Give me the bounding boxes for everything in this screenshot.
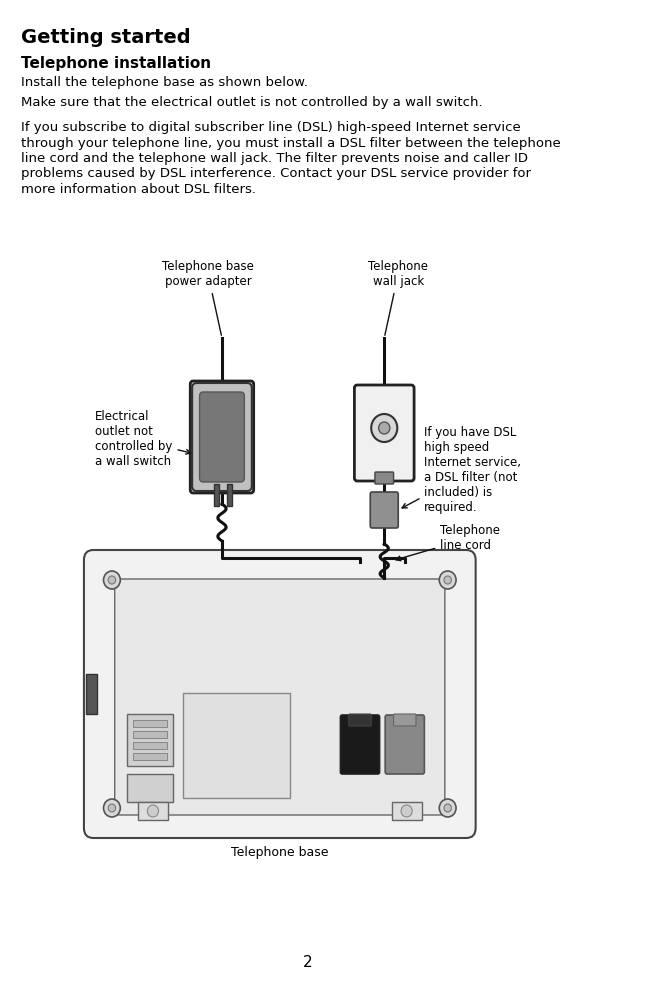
FancyBboxPatch shape <box>375 472 393 484</box>
Circle shape <box>444 576 451 584</box>
Bar <box>134 742 167 749</box>
Bar <box>138 802 168 820</box>
Text: Telephone installation: Telephone installation <box>20 56 211 71</box>
Text: Install the telephone base as shown below.: Install the telephone base as shown belo… <box>20 76 307 89</box>
Text: If you have DSL
high speed
Internet service,
a DSL filter (not
included) is
requ: If you have DSL high speed Internet serv… <box>402 426 522 514</box>
Text: Telephone
line cord: Telephone line cord <box>396 524 500 561</box>
Bar <box>86 674 97 714</box>
FancyBboxPatch shape <box>192 383 252 491</box>
Circle shape <box>147 805 159 817</box>
Circle shape <box>371 414 397 442</box>
FancyBboxPatch shape <box>354 385 414 481</box>
Text: Telephone
wall jack: Telephone wall jack <box>368 260 428 335</box>
Text: Telephone base: Telephone base <box>231 846 329 859</box>
FancyBboxPatch shape <box>200 392 245 482</box>
Circle shape <box>379 422 390 434</box>
Bar <box>134 720 167 727</box>
Text: Getting started: Getting started <box>20 28 190 47</box>
Text: problems caused by DSL interference. Contact your DSL service provider for: problems caused by DSL interference. Con… <box>20 168 531 180</box>
Bar <box>127 774 173 802</box>
FancyBboxPatch shape <box>385 715 424 774</box>
Text: 2: 2 <box>303 955 313 970</box>
Bar <box>127 714 173 766</box>
FancyBboxPatch shape <box>115 579 445 815</box>
FancyBboxPatch shape <box>393 714 416 726</box>
Bar <box>134 753 167 760</box>
Circle shape <box>440 799 456 817</box>
Circle shape <box>440 571 456 589</box>
Bar <box>392 802 422 820</box>
Text: If you subscribe to digital subscriber line (DSL) high-speed Internet service: If you subscribe to digital subscriber l… <box>20 121 520 134</box>
Bar <box>134 731 167 738</box>
Bar <box>183 693 290 798</box>
Circle shape <box>104 799 120 817</box>
Circle shape <box>444 804 451 812</box>
Text: more information about DSL filters.: more information about DSL filters. <box>20 183 256 196</box>
Text: line cord and the telephone wall jack. The filter prevents noise and caller ID: line cord and the telephone wall jack. T… <box>20 152 527 165</box>
Text: Telephone base
power adapter: Telephone base power adapter <box>162 260 254 335</box>
Text: through your telephone line, you must install a DSL filter between the telephone: through your telephone line, you must in… <box>20 136 561 150</box>
Bar <box>227 484 232 506</box>
FancyBboxPatch shape <box>349 714 371 726</box>
Circle shape <box>108 804 116 812</box>
Circle shape <box>108 576 116 584</box>
Text: Electrical
outlet not
controlled by
a wall switch: Electrical outlet not controlled by a wa… <box>95 410 191 468</box>
FancyBboxPatch shape <box>340 715 379 774</box>
Text: Make sure that the electrical outlet is not controlled by a wall switch.: Make sure that the electrical outlet is … <box>20 96 482 109</box>
FancyBboxPatch shape <box>370 492 398 528</box>
Circle shape <box>401 805 412 817</box>
Circle shape <box>104 571 120 589</box>
FancyBboxPatch shape <box>190 381 254 493</box>
Bar <box>214 484 219 506</box>
FancyBboxPatch shape <box>84 550 476 838</box>
